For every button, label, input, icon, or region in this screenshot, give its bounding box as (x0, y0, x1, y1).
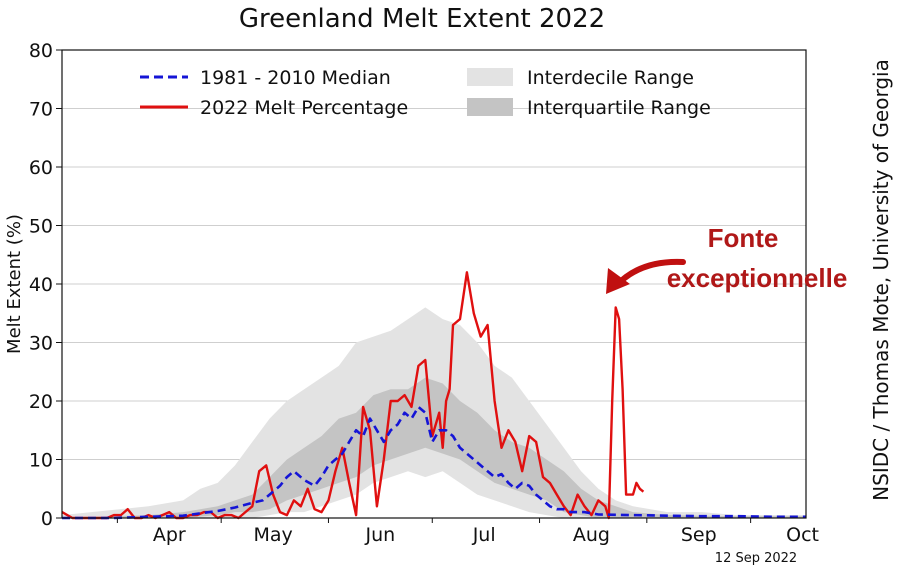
tick-label-sep: Sep (681, 524, 717, 546)
tick-label-y-50: 50 (29, 216, 53, 238)
legend-median-label: 1981 - 2010 Median (200, 67, 391, 89)
annotation-line-2: exceptionnelle (667, 263, 848, 293)
tick-label-y-30: 30 (29, 333, 53, 355)
legend-melt-label: 2022 Melt Percentage (200, 97, 408, 119)
tick-label-y-20: 20 (29, 391, 53, 413)
axis-ticks: 0 10 20 30 40 50 60 70 80 Apr May Jun Jul Aug Sep Oct (29, 40, 819, 546)
tick-label-jun: Jun (365, 524, 396, 546)
annotation-arrow-head (606, 268, 630, 294)
tick-label-y-80: 80 (29, 40, 53, 62)
tick-label-aug: Aug (573, 524, 610, 546)
median-1981-2010-line (62, 405, 806, 520)
chart-date: 12 Sep 2022 (715, 551, 797, 566)
tick-label-y-40: 40 (29, 274, 53, 296)
legend-interquartile-swatch (467, 98, 513, 116)
tick-label-y-10: 10 (29, 450, 53, 472)
tick-label-y-0: 0 (41, 508, 53, 530)
tick-label-y-70: 70 (29, 99, 53, 121)
tick-label-jul: Jul (472, 524, 496, 546)
tick-label-y-60: 60 (29, 157, 53, 179)
legend-interdecile-swatch (467, 68, 513, 86)
data-credit: NSIDC / Thomas Mote, University of Georg… (869, 59, 893, 501)
tick-label-oct: Oct (786, 524, 819, 546)
tick-label-apr: Apr (153, 524, 186, 546)
exceptional-melt-annotation: Fonte exceptionnelle (606, 223, 847, 294)
plot-area (61, 49, 807, 520)
legend-interdecile-label: Interdecile Range (527, 67, 694, 89)
range-bands (62, 307, 806, 518)
tick-label-may: May (253, 524, 292, 546)
chart-title: Greenland Melt Extent 2022 (239, 4, 605, 34)
legend-interquartile-label: Interquartile Range (527, 97, 711, 119)
interquartile-band (62, 377, 806, 518)
legend: 1981 - 2010 Median 2022 Melt Percentage … (140, 67, 711, 119)
y-axis-label: Melt Extent (%) (4, 214, 25, 354)
annotation-line-1: Fonte (708, 223, 779, 253)
